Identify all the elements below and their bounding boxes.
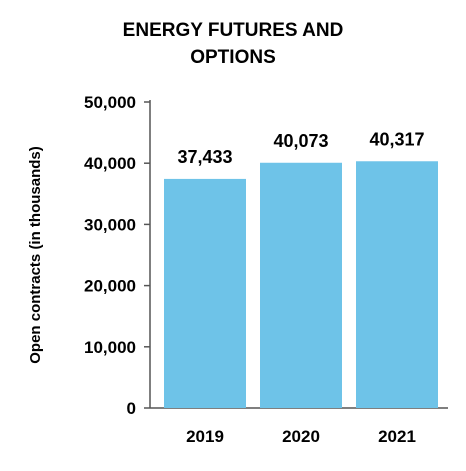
y-tick-label: 10,000 xyxy=(84,338,136,357)
x-tick-label-2020: 2020 xyxy=(282,427,320,446)
labels-group: 37,433 2019 40,073 2020 40,317 2021 xyxy=(177,129,424,446)
bar-2020 xyxy=(260,162,342,408)
bar-2021 xyxy=(356,161,438,408)
data-label-2021: 40,317 xyxy=(369,129,424,149)
chart-title-line-2: OPTIONS xyxy=(190,47,276,68)
x-tick-label-2019: 2019 xyxy=(186,427,224,446)
x-tick-label-2021: 2021 xyxy=(378,427,416,446)
chart-title-line-1: ENERGY FUTURES AND xyxy=(123,20,344,41)
y-tick-label: 20,000 xyxy=(84,277,136,296)
y-tick-label: 0 xyxy=(127,399,136,418)
bars-group xyxy=(164,161,438,408)
y-ticks-group: 0 10,000 20,000 30,000 40,000 50,000 xyxy=(84,93,150,418)
data-label-2019: 37,433 xyxy=(177,147,232,167)
data-label-2020: 40,073 xyxy=(273,131,328,151)
y-axis-label: Open contracts (in thousands) xyxy=(27,146,44,364)
y-tick-label: 50,000 xyxy=(84,93,136,112)
y-tick-label: 30,000 xyxy=(84,215,136,234)
y-tick-label: 40,000 xyxy=(84,154,136,173)
bar-2019 xyxy=(164,178,246,408)
